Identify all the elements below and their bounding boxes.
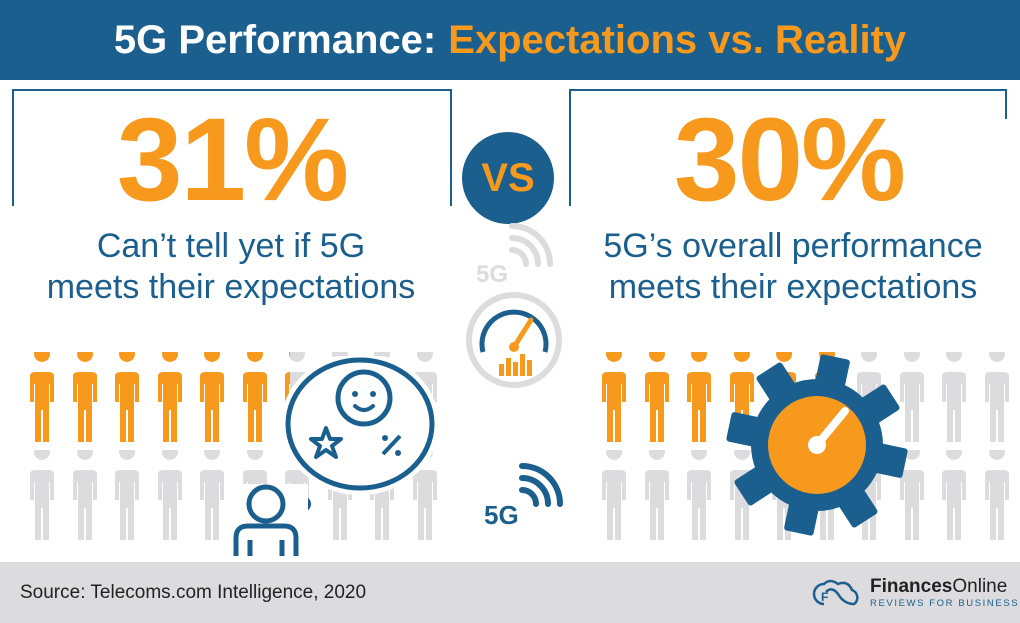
logo-bold: Finances <box>870 576 953 597</box>
logo-regular: Online <box>952 576 1008 597</box>
person-icon <box>594 450 637 542</box>
thinking-person-icon <box>228 356 438 556</box>
person-icon <box>977 450 1020 542</box>
speedometer-icon <box>466 292 562 388</box>
right-stat-frame <box>569 89 1007 206</box>
gear-speedometer-icon <box>726 354 908 536</box>
person-icon <box>107 450 150 542</box>
person-icon-highlighted <box>65 352 108 444</box>
person-icon <box>637 450 680 542</box>
vs-badge: VS <box>462 132 554 224</box>
person-icon <box>22 450 65 542</box>
left-percent: 31% <box>116 94 349 226</box>
5g-signal-icon: 5G <box>476 223 553 288</box>
person-icon-highlighted <box>150 352 193 444</box>
5g-label: 5G <box>484 500 519 530</box>
right-desc-line2: meets their expectations <box>608 268 978 306</box>
left-description: Can’t tell yet if 5G meets their expecta… <box>0 226 462 308</box>
page-title: 5G Performance: Expectations vs. Reality <box>0 0 1020 80</box>
person-icon-highlighted <box>637 352 680 444</box>
svg-text:F: F <box>821 590 828 604</box>
person-icon <box>892 352 935 444</box>
person-icon <box>934 450 977 542</box>
right-percent: 30% <box>673 94 906 226</box>
5g-label: 5G <box>476 261 508 288</box>
person-icon-highlighted <box>235 352 278 444</box>
left-desc-line1: Can’t tell yet if 5G <box>96 227 366 265</box>
source-text: Source: Telecoms.com Intelligence, 2020 <box>20 582 367 603</box>
logo-tagline: REVIEWS FOR BUSINESS <box>870 598 1020 609</box>
right-description: 5G’s overall performance meets their exp… <box>566 226 1020 308</box>
person-icon <box>405 450 448 542</box>
person-icon <box>192 450 235 542</box>
left-stat-frame <box>12 89 452 206</box>
person-icon <box>65 450 108 542</box>
right-desc-line1: 5G’s overall performance <box>603 227 983 265</box>
person-icon <box>679 450 722 542</box>
person-icon <box>892 450 935 542</box>
footer: Source: Telecoms.com Intelligence, 2020 … <box>0 562 1020 623</box>
person-icon-highlighted <box>192 352 235 444</box>
financesonline-logo: F FinancesOnline REVIEWS FOR BUSINESS <box>812 576 1019 609</box>
person-icon-highlighted <box>679 352 722 444</box>
person-icon-highlighted <box>22 352 65 444</box>
person-icon-highlighted <box>107 352 150 444</box>
5g-signal-icon: 5G <box>484 463 563 530</box>
person-icon <box>150 450 193 542</box>
cloud-logo-icon: F <box>812 579 859 605</box>
title-part2: Expectations vs. Reality <box>448 17 907 62</box>
title-part1: 5G Performance: <box>113 17 437 62</box>
person-icon <box>934 352 977 444</box>
person-icon <box>977 352 1020 444</box>
person-icon-highlighted <box>594 352 637 444</box>
left-desc-line2: meets their expectations <box>46 268 416 306</box>
